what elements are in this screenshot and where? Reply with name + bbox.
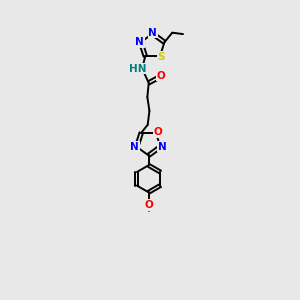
Text: N: N bbox=[130, 142, 139, 152]
Text: O: O bbox=[157, 71, 165, 81]
Text: N: N bbox=[136, 37, 144, 47]
Text: S: S bbox=[158, 52, 165, 62]
Text: N: N bbox=[148, 28, 157, 38]
Text: O: O bbox=[153, 127, 162, 137]
Text: N: N bbox=[158, 142, 167, 152]
Text: HN: HN bbox=[129, 64, 146, 74]
Text: O: O bbox=[144, 200, 153, 210]
